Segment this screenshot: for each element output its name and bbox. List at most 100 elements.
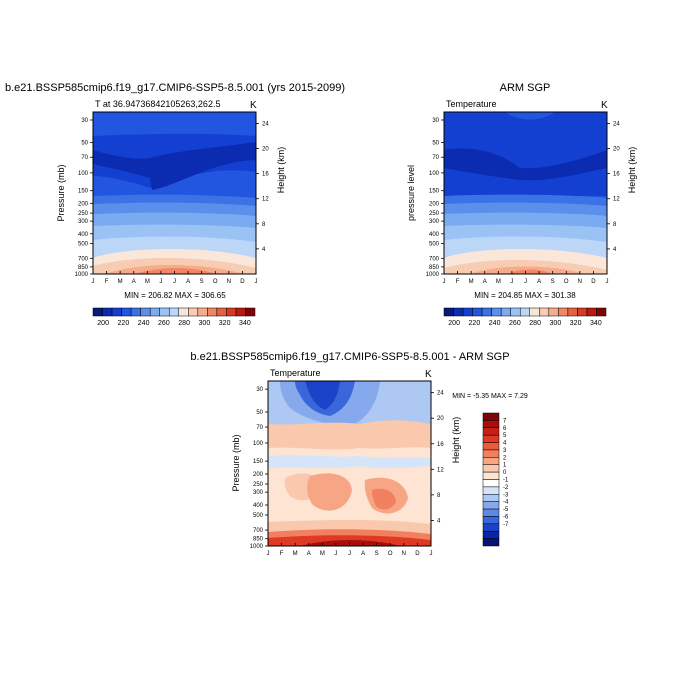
colorbar-swatch (482, 501, 500, 510)
colorbar-swatch (443, 307, 454, 317)
colorbar-swatch (482, 457, 500, 465)
colorbar-label: -2 (503, 485, 509, 491)
pressure-tick-label: 30 (432, 118, 439, 124)
contour-band-cool-strip (268, 455, 431, 469)
colorbar-swatch (216, 307, 227, 317)
height-tick-label: 12 (262, 197, 269, 203)
colorbar-swatch (482, 530, 500, 539)
month-tick-label: M (320, 551, 325, 557)
panel-model-title: b.e21.BSSP585cmip6.f19_g17.CMIP6-SSP5-8.… (5, 82, 345, 94)
colorbar-swatch (482, 442, 500, 451)
month-tick-label: N (578, 279, 582, 285)
panel-obs: ARM SGP Temperature K pressure level Hei… (406, 82, 637, 327)
height-tick-label: 16 (613, 172, 620, 178)
pressure-tick-label: 1000 (426, 272, 440, 278)
colorbar-swatch (539, 307, 550, 317)
height-tick-label: 4 (613, 247, 617, 253)
contour-band-warm-cell-4 (372, 488, 396, 510)
contour-band-cool-4 (305, 381, 340, 410)
colorbar-swatch (548, 307, 559, 317)
colorbar-swatch (482, 412, 500, 421)
pressure-tick-label: 30 (81, 118, 88, 124)
panel-diff-units: K (425, 369, 432, 380)
height-tick-label: 24 (613, 121, 620, 127)
pressure-tick-label: 250 (429, 211, 440, 217)
colorbar-swatch (159, 307, 170, 317)
month-tick-label: J (334, 551, 337, 557)
pressure-tick-label: 200 (253, 472, 264, 478)
pressure-tick-label: 250 (253, 482, 264, 488)
pressure-tick-label: 400 (429, 232, 440, 238)
colorbar-swatch (482, 523, 500, 532)
pressure-tick-label: 150 (253, 459, 264, 465)
contour-band-warm-strip (268, 420, 431, 450)
colorbar-label: -5 (503, 507, 509, 513)
colorbar-swatch (178, 307, 189, 317)
month-tick-label: J (92, 279, 95, 285)
colorbar-label: -6 (503, 514, 509, 520)
colorbar-swatch (245, 307, 256, 317)
colorbar-swatch (453, 307, 464, 317)
colorbar-swatch (482, 471, 500, 480)
colorbar-label: 240 (489, 320, 501, 327)
colorbar-label: 300 (199, 320, 211, 327)
colorbar-label: 0 (503, 470, 507, 476)
colorbar-swatch (207, 307, 218, 317)
month-tick-label: M (118, 279, 123, 285)
colorbar-label: 300 (550, 320, 562, 327)
panel-diff-ylabel-right: Height (km) (451, 417, 461, 464)
pressure-tick-label: 700 (78, 256, 89, 262)
month-tick-label: A (307, 551, 311, 557)
panel-diff-min-max: MIN = -5.35 MAX = 7.29 (452, 393, 528, 400)
month-tick-label: A (483, 279, 487, 285)
colorbar-swatch (519, 307, 531, 317)
panel-model-left-label: T at 36.94736842105263,262.5 (95, 99, 220, 109)
colorbar-label: 220 (118, 320, 130, 327)
colorbar-swatch (149, 307, 160, 317)
colorbar-label: 320 (570, 320, 582, 327)
panel-model-ylabel-right: Height (km) (276, 147, 286, 194)
panel-diff-left-label: Temperature (270, 368, 321, 378)
pressure-tick-label: 400 (78, 232, 89, 238)
month-tick-label: J (524, 279, 527, 285)
height-tick-label: 24 (437, 391, 444, 397)
pressure-tick-label: 700 (429, 256, 440, 262)
month-tick-label: D (415, 551, 420, 557)
contour-band-coldest (93, 142, 256, 190)
pressure-tick-label: 200 (78, 201, 89, 207)
colorbar-swatch (558, 307, 569, 317)
colorbar-swatch (596, 307, 607, 317)
height-tick-label: 16 (437, 442, 444, 448)
month-tick-label: M (145, 279, 150, 285)
pressure-tick-label: 100 (78, 171, 89, 177)
month-tick-label: J (348, 551, 351, 557)
panel-model: b.e21.BSSP585cmip6.f19_g17.CMIP6-SSP5-8.… (5, 82, 345, 327)
colorbar-label: 320 (219, 320, 231, 327)
pressure-tick-label: 70 (256, 425, 263, 431)
panel-diff-ylabel: Pressure (mb) (231, 434, 241, 491)
colorbar-swatch (482, 479, 500, 488)
month-tick-label: S (200, 279, 204, 285)
colorbar-label: -1 (503, 478, 509, 484)
pressure-tick-label: 30 (256, 387, 263, 393)
pressure-tick-label: 850 (429, 265, 440, 271)
pressure-tick-label: 850 (253, 537, 264, 543)
pressure-tick-label: 700 (253, 528, 264, 534)
colorbar-swatch (500, 307, 511, 317)
pressure-tick-label: 70 (432, 155, 439, 161)
month-tick-label: O (388, 551, 393, 557)
height-tick-label: 20 (262, 147, 269, 153)
month-tick-label: A (186, 279, 190, 285)
colorbar-swatch (482, 449, 500, 458)
colorbar-swatch (462, 307, 473, 317)
colorbar-label: -4 (503, 500, 509, 506)
month-tick-label: J (606, 279, 609, 285)
pressure-tick-label: 150 (429, 189, 440, 195)
month-tick-label: F (456, 279, 460, 285)
pressure-tick-label: 150 (78, 189, 89, 195)
pressure-tick-label: 400 (253, 503, 264, 509)
colorbar-label: 200 (448, 320, 460, 327)
colorbar-label: 5 (503, 433, 507, 439)
pressure-tick-label: 50 (81, 140, 88, 146)
